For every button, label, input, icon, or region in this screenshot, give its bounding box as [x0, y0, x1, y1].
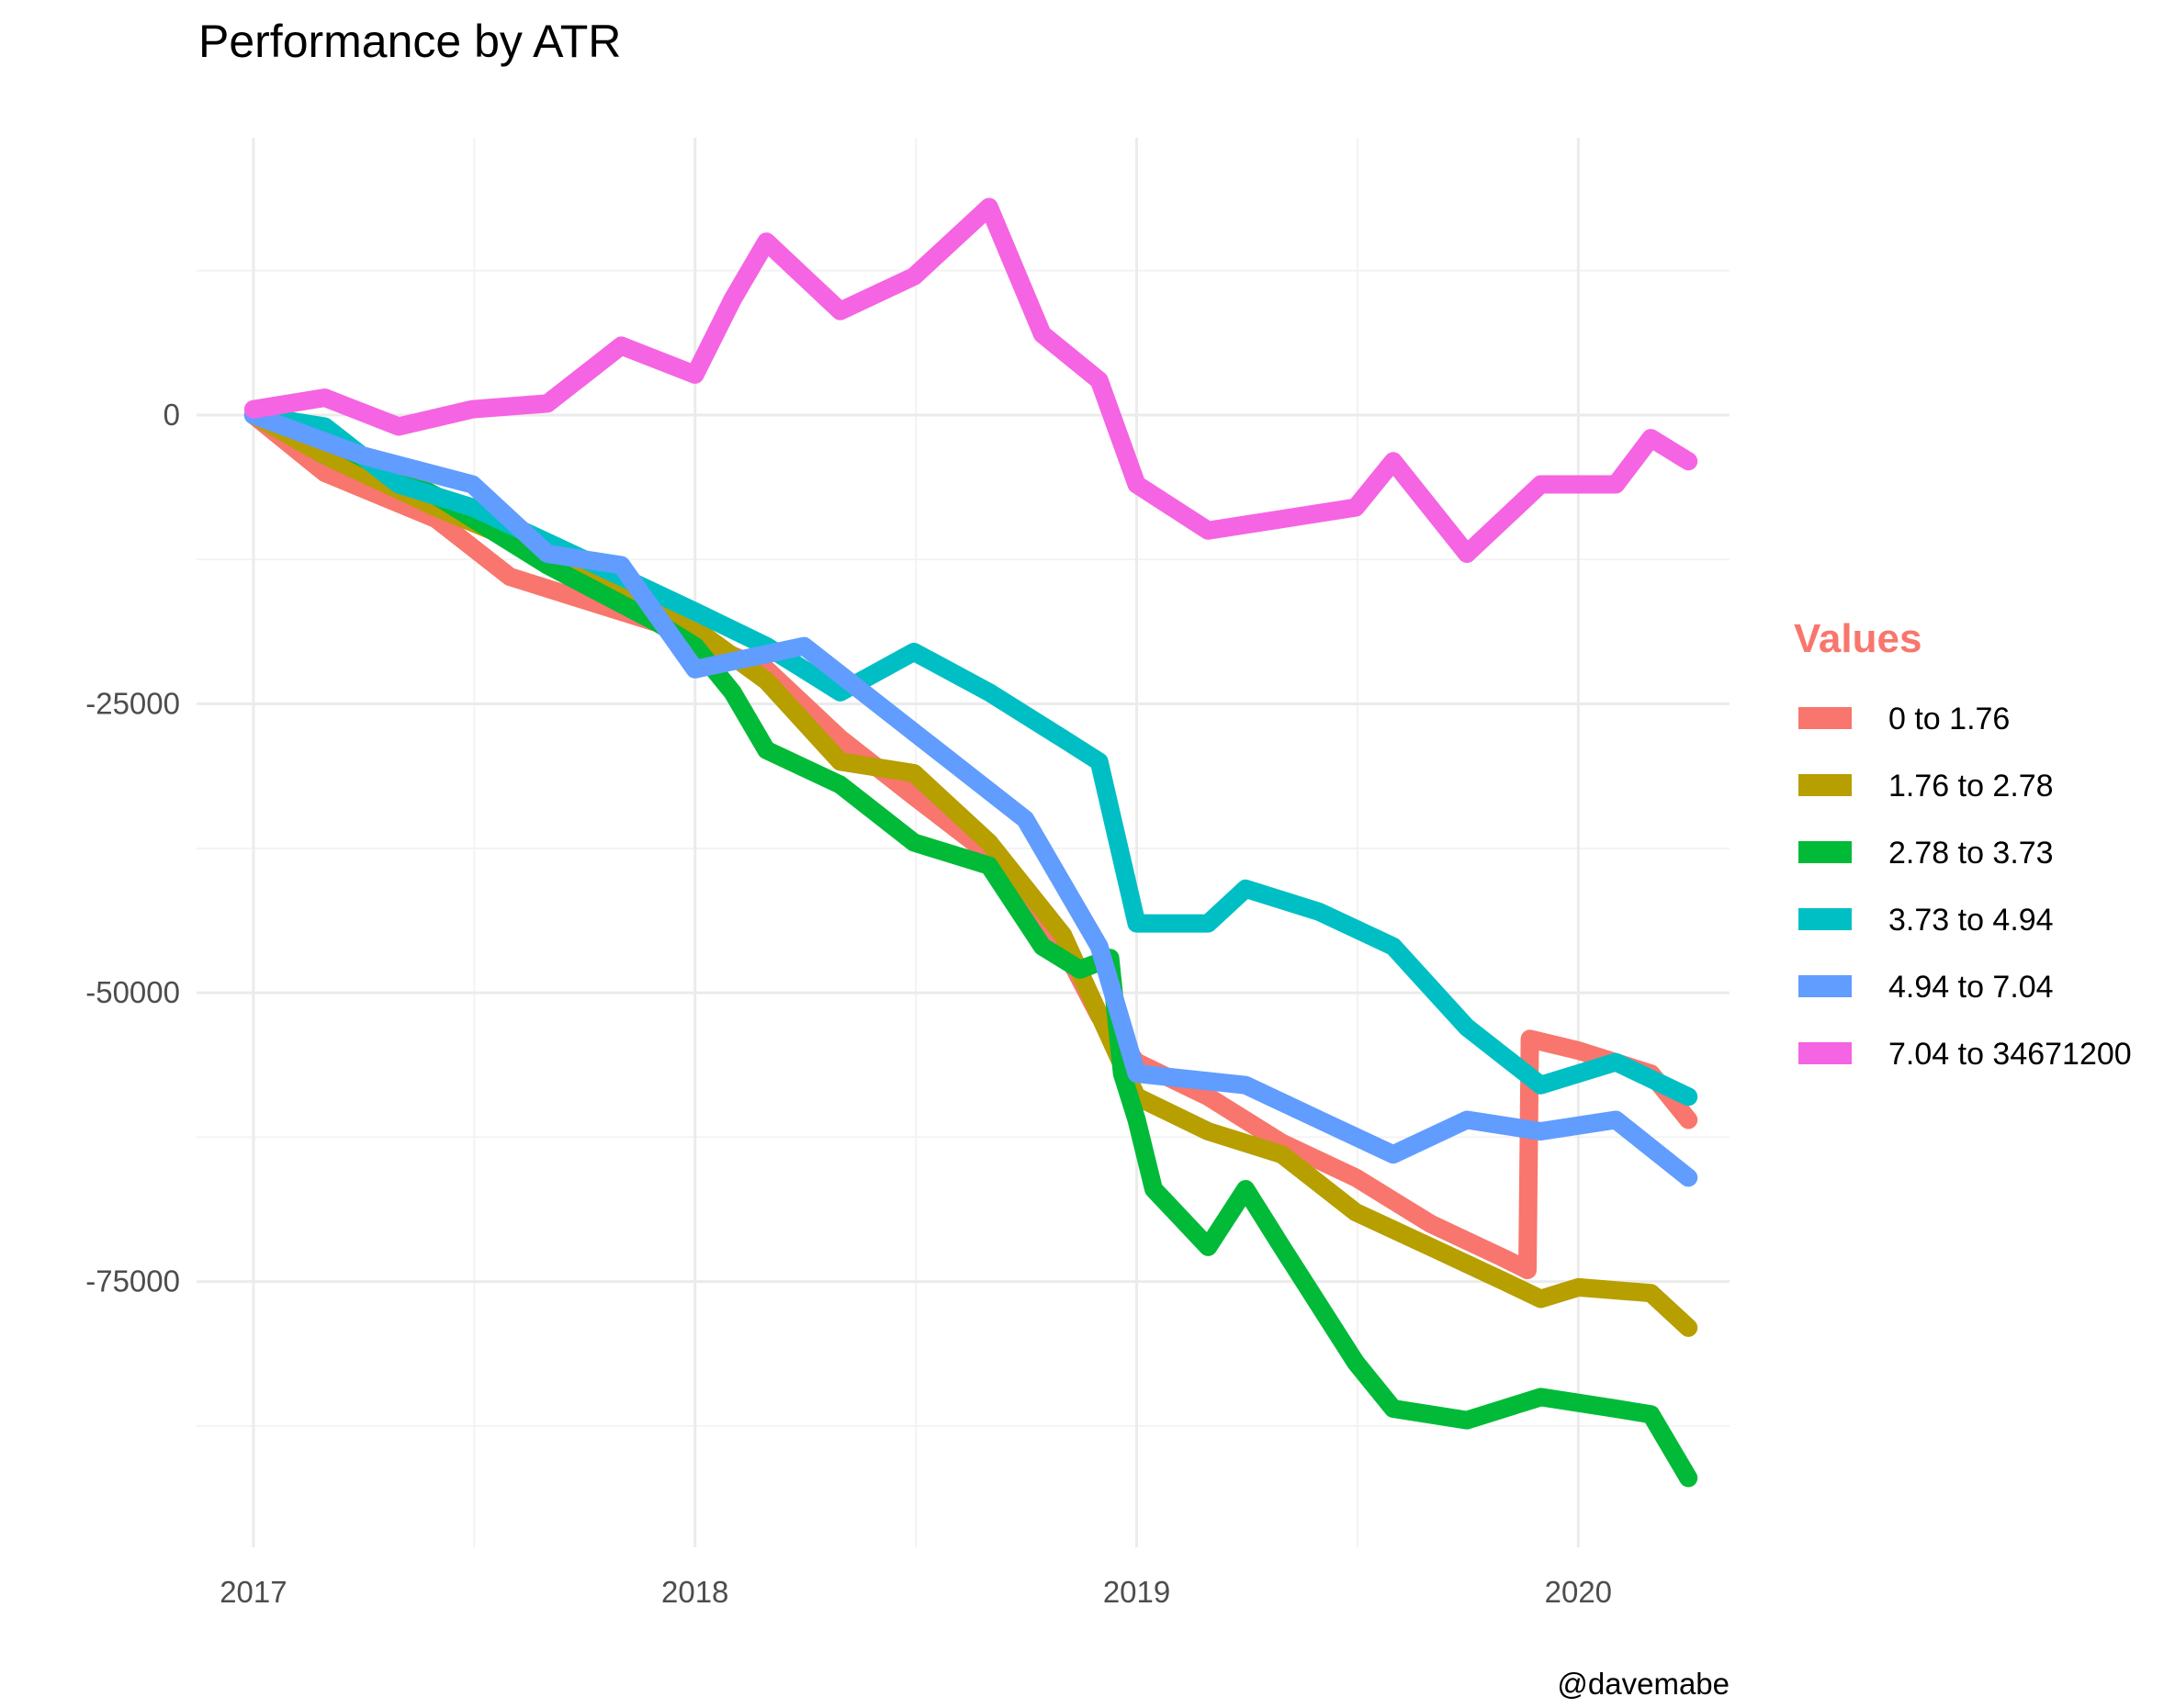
legend: Values 0 to 1.76 1.76 to 2.78 2.78 to 3.73…: [1794, 616, 2132, 1072]
legend-label-2: 1.76 to 2.78: [1888, 769, 2054, 803]
legend-key-4: [1798, 908, 1852, 930]
x-tick-label: 2020: [1545, 1575, 1612, 1609]
series-line-2: [243, 406, 1698, 1337]
x-tick-label: 2019: [1103, 1575, 1170, 1609]
series-line-5: [243, 406, 1698, 1187]
y-tick-label: -75000: [85, 1264, 180, 1298]
y-tick-label: 0: [163, 398, 180, 432]
x-tick-label: 2017: [220, 1575, 287, 1609]
legend-key-5: [1798, 975, 1852, 997]
legend-key-2: [1798, 774, 1852, 796]
legend-label-6: 7.04 to 34671200: [1888, 1037, 2132, 1072]
caption: @davemabe: [1557, 1667, 1730, 1701]
series-line-3: [243, 406, 1698, 1488]
x-tick-label: 2018: [661, 1575, 728, 1609]
series-line-6: [243, 197, 1698, 563]
chart-title: Performance by ATR: [198, 16, 621, 67]
legend-label-1: 0 to 1.76: [1888, 702, 2010, 736]
legend-key-1: [1798, 707, 1852, 729]
legend-key-6: [1798, 1042, 1852, 1064]
legend-label-3: 2.78 to 3.73: [1888, 836, 2054, 871]
y-tick-label: -50000: [85, 975, 180, 1009]
legend-key-3: [1798, 841, 1852, 863]
legend-label-4: 3.73 to 4.94: [1888, 903, 2054, 938]
legend-label-5: 4.94 to 7.04: [1888, 970, 2054, 1005]
series-lines: [243, 197, 1698, 1488]
legend-title: Values: [1794, 616, 1921, 661]
axes: 2017 2018 2019 2020 0 -25000 -50000 -75000: [85, 398, 1612, 1609]
y-tick-label: -25000: [85, 687, 180, 721]
